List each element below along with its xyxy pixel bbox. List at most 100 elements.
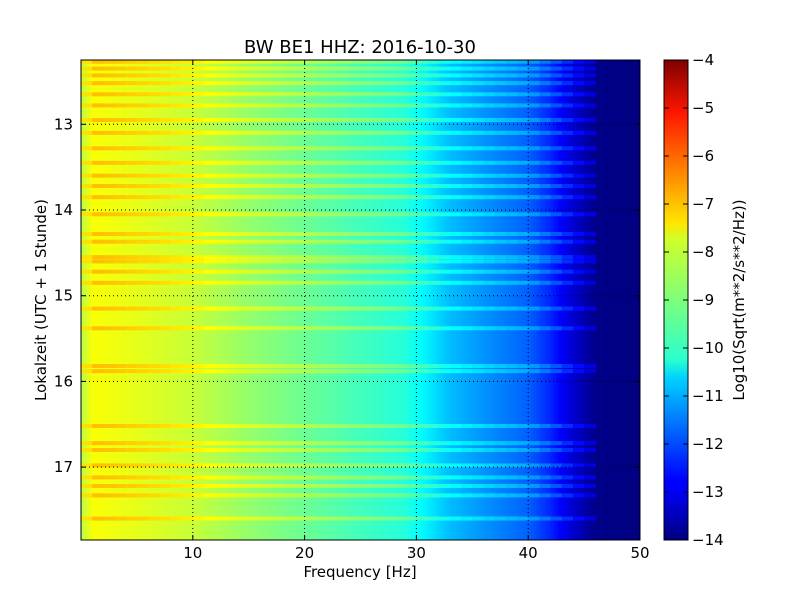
heatmap-band-cell: [338, 448, 350, 452]
heatmap-band-cell: [561, 212, 574, 217]
heatmap-band-cell: [584, 475, 596, 480]
heatmap-band-cell: [103, 493, 116, 498]
heatmap-band-cell: [517, 73, 529, 78]
heatmap-band-cell: [584, 92, 596, 97]
heatmap-band-cell: [271, 160, 283, 165]
heatmap-band-cell: [170, 212, 183, 217]
heatmap-band-cell: [360, 448, 373, 452]
heatmap-band-cell: [505, 60, 518, 64]
heatmap-band-cell: [192, 146, 205, 151]
heatmap-band-cell: [181, 92, 194, 97]
heatmap-band-cell: [461, 212, 473, 217]
heatmap-band-cell: [81, 463, 93, 468]
heatmap-band-cell: [81, 130, 93, 135]
heatmap-band-cell: [528, 146, 540, 151]
heatmap-band-cell: [81, 441, 93, 446]
heatmap-band-cell: [382, 66, 395, 71]
heatmap-band-cell: [550, 81, 563, 86]
heatmap-band-cell: [215, 493, 227, 498]
heatmap-band-cell: [181, 306, 194, 311]
heatmap-band-cell: [539, 146, 552, 151]
heatmap-cell: [190, 60, 194, 540]
heatmap-band-cell: [371, 369, 384, 374]
heatmap-band-cell: [438, 195, 451, 200]
heatmap-band-cell: [517, 146, 529, 151]
heatmap-band-cell: [237, 232, 250, 236]
heatmap-band-cell: [148, 146, 160, 151]
heatmap-band-cell: [315, 441, 328, 446]
heatmap-band-cell: [505, 66, 518, 71]
heatmap-band-cell: [349, 448, 362, 452]
heatmap-band-cell: [125, 81, 138, 86]
heatmap-band-cell: [159, 212, 172, 217]
heatmap-band-cell: [572, 364, 585, 368]
heatmap-cell: [449, 60, 454, 540]
x-axis-label: Frequency [Hz]: [303, 563, 416, 581]
heatmap-cell: [592, 60, 596, 540]
heatmap-band-cell: [472, 73, 485, 78]
heatmap-band-cell: [181, 364, 194, 368]
heatmap-band-cell: [472, 259, 485, 264]
heatmap-band-cell: [394, 92, 406, 97]
heatmap-band-cell: [248, 66, 261, 71]
heatmap-band-cell: [259, 66, 272, 71]
heatmap-band-cell: [360, 269, 373, 274]
heatmap-band-cell: [293, 516, 306, 521]
heatmap-band-cell: [427, 463, 440, 468]
heatmap-band-cell: [103, 280, 116, 285]
heatmap-band-cell: [449, 463, 462, 468]
heatmap-band-cell: [438, 484, 451, 488]
heatmap-cell: [595, 60, 599, 540]
colorbar-tick-label: −4: [692, 51, 714, 69]
heatmap-band-cell: [371, 118, 384, 122]
heatmap-band-cell: [103, 118, 116, 122]
heatmap-cell: [623, 60, 627, 540]
heatmap-band-cell: [92, 369, 104, 374]
heatmap-band-cell: [136, 184, 149, 188]
heatmap-band-cell: [271, 60, 283, 64]
heatmap-band-cell: [461, 239, 473, 244]
heatmap-band-cell: [483, 212, 496, 217]
heatmap-band-cell: [349, 73, 362, 78]
heatmap-cell: [489, 60, 493, 540]
heatmap-cell: [589, 60, 594, 540]
heatmap-band-cell: [405, 212, 417, 217]
heatmap-band-cell: [259, 73, 272, 78]
heatmap-band-cell: [528, 160, 540, 165]
heatmap-cell: [329, 60, 334, 540]
heatmap-cell: [547, 60, 552, 540]
heatmap-cell: [477, 60, 482, 540]
heatmap-band-cell: [449, 195, 462, 200]
heatmap-band-cell: [192, 184, 205, 188]
heatmap-band-cell: [472, 160, 485, 165]
heatmap-band-cell: [405, 160, 417, 165]
heatmap-band-cell: [326, 280, 339, 285]
heatmap-band-cell: [517, 184, 529, 188]
heatmap-band-cell: [461, 484, 473, 488]
heatmap-band-cell: [237, 475, 250, 480]
heatmap-band-cell: [81, 364, 93, 368]
heatmap-band-cell: [326, 239, 339, 244]
heatmap-band-cell: [103, 81, 116, 86]
heatmap-band-cell: [561, 60, 574, 64]
heatmap-band-cell: [438, 448, 451, 452]
heatmap-band-cell: [304, 232, 317, 236]
heatmap-band-cell: [215, 516, 227, 521]
heatmap-band-cell: [349, 326, 362, 331]
heatmap-band-cell: [382, 269, 395, 274]
heatmap-band-cell: [349, 232, 362, 236]
heatmap-cell: [598, 60, 602, 540]
heatmap-band-cell: [282, 516, 295, 521]
heatmap-band-cell: [148, 493, 160, 498]
heatmap-band-cell: [293, 280, 306, 285]
heatmap-band-cell: [517, 364, 529, 368]
heatmap-band-cell: [427, 118, 440, 122]
heatmap-band-cell: [572, 424, 585, 428]
heatmap-band-cell: [438, 516, 451, 521]
heatmap-band-cell: [215, 195, 227, 200]
heatmap-band-cell: [203, 463, 216, 468]
heatmap-band-cell: [550, 173, 563, 178]
heatmap-band-cell: [539, 73, 552, 78]
heatmap-band-cell: [103, 516, 116, 521]
heatmap-band-cell: [315, 269, 328, 274]
